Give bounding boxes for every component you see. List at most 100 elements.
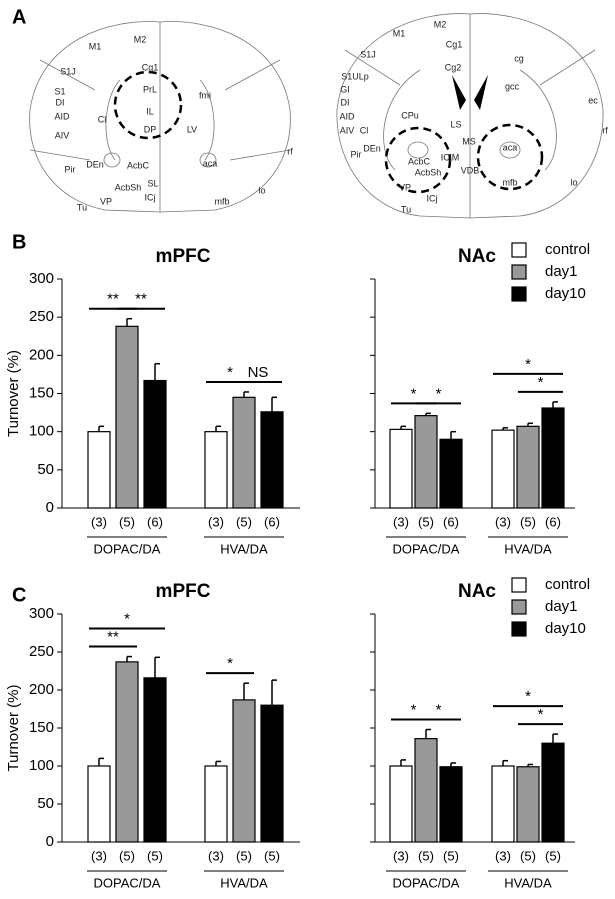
atlas-label: AID [339,111,355,121]
atlas-label: ICj [427,193,438,203]
x-tick-label: HVA/DA [220,875,268,890]
legend-swatch [511,599,527,615]
bar [389,765,413,843]
significance-label: ** [107,291,119,308]
sample-size: (5) [119,848,135,863]
bar [491,429,515,509]
significance-label: * [227,364,233,381]
atlas-label: Tu [77,202,87,212]
atlas-label: SL [147,178,158,188]
significance-label: * [538,706,544,723]
x-tick-label: HVA/DA [504,875,552,890]
legend-swatch [511,242,527,258]
y-tick-label: 50 [37,461,54,478]
panel-letter: A [12,6,26,28]
sample-size: (3) [208,514,224,529]
atlas-label: ICjM [441,152,460,162]
atlas-label: GI [340,84,350,94]
legend-label: day10 [545,620,586,637]
atlas-label: cg [514,53,524,63]
sample-size: (5) [418,848,434,863]
significance-label: * [538,374,544,391]
y-axis-label: Turnover (%) [5,350,22,437]
atlas-label: Pir [65,164,76,174]
bar [541,742,565,843]
bar [232,699,256,843]
significance-label: ** [107,629,119,646]
x-tick-label: DOPAC/DA [94,541,161,556]
atlas-label: lo [258,185,265,195]
bar [87,431,111,509]
sample-size: (5) [264,848,280,863]
significance-label: ** [135,291,147,308]
bar [516,766,540,843]
y-tick-label: 300 [29,270,54,287]
y-tick-label: 100 [29,423,54,440]
significance-label: * [227,655,233,672]
atlas-label: AIV [55,130,70,140]
panel-letter: C [12,584,26,606]
atlas-label: AcbC [127,160,150,170]
y-tick-label: 200 [29,681,54,698]
panel-letter: B [12,231,26,253]
sample-size: (5) [418,514,434,529]
x-tick-label: HVA/DA [504,541,552,556]
sample-size: (5) [443,848,459,863]
x-tick-label: DOPAC/DA [393,541,460,556]
atlas-label: LS [450,119,461,129]
atlas-label: Pir [351,149,362,159]
atlas-label: M2 [434,19,447,29]
atlas-label: Cg1 [446,39,463,49]
significance-label: * [436,701,442,718]
atlas-label: VDB [461,165,480,175]
sample-size: (3) [91,848,107,863]
sample-size: (6) [264,514,280,529]
atlas-label: CPu [401,110,419,120]
atlas-label: ec [588,95,598,105]
y-axis-label: Turnover (%) [5,685,22,772]
atlas-label: mfb [502,177,517,187]
legend-label: day10 [545,285,586,302]
atlas-right [336,13,604,219]
atlas-label: fmi [199,90,211,100]
atlas-label: lo [570,177,577,187]
sample-size: (6) [443,514,459,529]
sample-size: (6) [147,514,163,529]
atlas-label: S1 [54,86,65,96]
significance-label: NS [248,364,269,381]
atlas-label: gcc [505,81,520,91]
bar [439,438,463,509]
y-tick-label: 150 [29,384,54,401]
atlas-label: M2 [134,34,147,44]
atlas-label: aca [503,142,518,152]
bar [232,396,256,509]
bar [204,765,228,843]
legend-swatch [511,621,527,637]
sample-size: (5) [236,848,252,863]
bar [389,428,413,509]
sample-size: (5) [545,848,561,863]
y-tick-label: 300 [29,605,54,622]
atlas-left [29,21,291,213]
atlas-label: Cl [98,114,107,124]
bar [87,765,111,843]
atlas-label: mfb [214,196,229,206]
sample-size: (5) [119,514,135,529]
bar [143,677,167,843]
x-tick-label: DOPAC/DA [94,875,161,890]
sample-size: (5) [236,514,252,529]
atlas-label: AcbC [408,156,431,166]
atlas-label: AcbSh [415,167,442,177]
atlas-label: aca [203,158,218,168]
significance-label: * [411,385,417,402]
atlas-label: DEn [363,143,381,153]
y-tick-label: 100 [29,757,54,774]
atlas-label: AIV [340,125,355,135]
legend-swatch [511,286,527,302]
atlas-label: S1J [60,66,76,76]
atlas-label: DEn [86,159,104,169]
atlas-label: IL [146,106,154,116]
legend-label: control [545,576,590,593]
atlas-label: DI [56,97,65,107]
chart-title: NAc [458,246,496,267]
